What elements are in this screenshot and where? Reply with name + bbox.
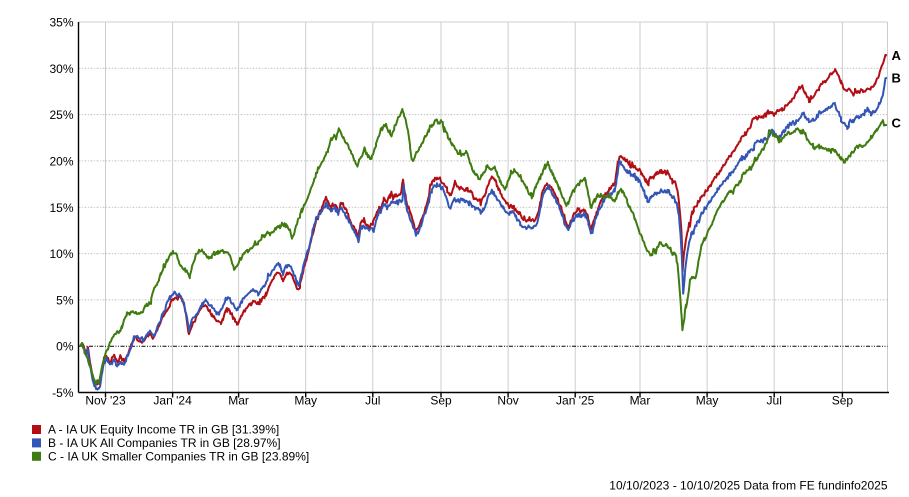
svg-text:Jan '24: Jan '24	[153, 394, 192, 408]
svg-text:Nov: Nov	[497, 394, 518, 408]
svg-text:Sep: Sep	[832, 394, 854, 408]
svg-text:Jan '25: Jan '25	[556, 394, 595, 408]
svg-text:A - IA UK Equity Income TR in: A - IA UK Equity Income TR in GB [31.39%…	[48, 423, 279, 437]
svg-text:C: C	[892, 115, 902, 130]
svg-text:15%: 15%	[49, 201, 73, 215]
svg-text:May: May	[696, 394, 719, 408]
svg-text:30%: 30%	[49, 62, 73, 76]
svg-text:20%: 20%	[49, 154, 73, 168]
svg-text:10/10/2023 - 10/10/2025 Data f: 10/10/2023 - 10/10/2025 Data from FE fun…	[609, 479, 888, 493]
svg-text:-5%: -5%	[52, 386, 74, 400]
svg-text:Jul: Jul	[767, 394, 782, 408]
svg-text:5%: 5%	[56, 293, 74, 307]
svg-text:B - IA UK All Companies TR in: B - IA UK All Companies TR in GB [28.97%…	[48, 436, 281, 450]
svg-text:B: B	[892, 70, 901, 85]
svg-text:Nov '23: Nov '23	[85, 394, 126, 408]
svg-text:10%: 10%	[49, 247, 73, 261]
svg-text:C - IA UK Smaller Companies TR: C - IA UK Smaller Companies TR in GB [23…	[48, 450, 309, 464]
svg-text:35%: 35%	[49, 16, 73, 30]
svg-text:Mar: Mar	[228, 394, 249, 408]
svg-text:Mar: Mar	[630, 394, 651, 408]
svg-text:May: May	[294, 394, 317, 408]
svg-text:A: A	[892, 48, 902, 63]
svg-text:25%: 25%	[49, 108, 73, 122]
svg-text:Jul: Jul	[365, 394, 380, 408]
svg-text:0%: 0%	[56, 340, 74, 354]
svg-text:Sep: Sep	[430, 394, 452, 408]
